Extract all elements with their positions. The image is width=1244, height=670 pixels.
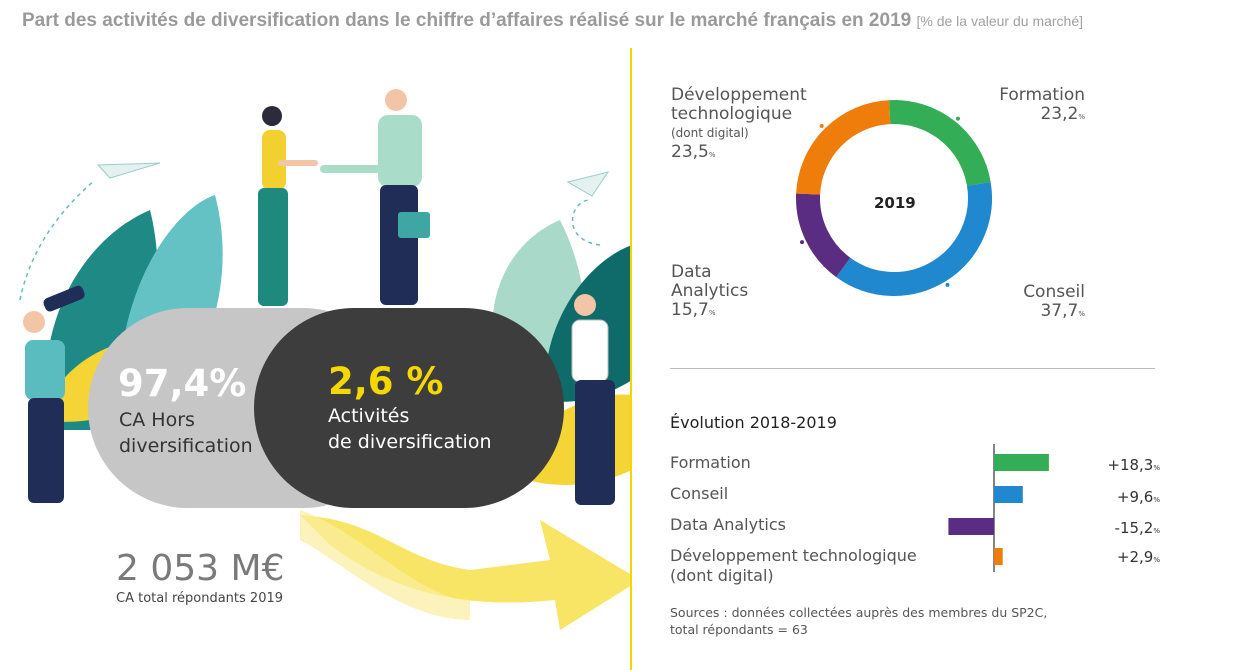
- data-label-line1: Data: [671, 262, 712, 282]
- title-text: Part des activités de diversification da…: [22, 10, 912, 31]
- donut-center-label: 2019: [874, 194, 916, 212]
- evo-bar-2: [948, 518, 994, 535]
- evo-value-dev-techno: +2,9%: [1070, 548, 1160, 566]
- evo-category-text: Data Analytics: [670, 515, 786, 534]
- dev-value: 23,5: [671, 142, 709, 162]
- title-unit: [% de la valeur du marché]: [916, 13, 1084, 29]
- hors-label-line1: CA Hors: [119, 409, 195, 431]
- donut-pointer-2: [800, 240, 805, 245]
- donut-pointer-3: [819, 124, 824, 129]
- conseil-value: 37,7: [1040, 301, 1079, 321]
- donut-label-data-analytics: Data Analytics 15,7%: [671, 263, 748, 323]
- evo-category-formation: Formation: [670, 453, 751, 473]
- evo-bar-0: [994, 454, 1049, 471]
- evo-value-text: +9,6: [1116, 488, 1154, 506]
- telescope-man-icon: [23, 285, 85, 503]
- pct-sign: %: [708, 151, 716, 159]
- donut-label-formation: Formation 23,2%: [960, 86, 1085, 127]
- dev-label-line1: Développement: [671, 85, 807, 105]
- man-figure-icon: [320, 89, 430, 305]
- section-separator: [670, 368, 1155, 369]
- pct-sign: %: [1153, 464, 1160, 472]
- evo-category-text: Développement technologique: [670, 546, 917, 565]
- diversification-value: 2,6 %: [328, 360, 444, 403]
- sources-line2: total répondants = 63: [670, 622, 808, 637]
- pct-sign: %: [1078, 113, 1085, 121]
- dashed-trail-icon: [571, 199, 601, 246]
- standing-person-icon: [571, 294, 615, 505]
- formation-label: Formation: [999, 85, 1085, 105]
- formation-value: 23,2: [1040, 104, 1079, 124]
- pct-sign: %: [1153, 556, 1160, 564]
- donut-slice-0: [889, 100, 991, 187]
- evo-category-dev-techno: Développement technologique (dont digita…: [670, 546, 917, 586]
- woman-figure-icon: [258, 106, 318, 306]
- diversif-label-line2: de diversification: [328, 431, 492, 453]
- donut-pointer-1: [945, 282, 950, 287]
- donut-slice-3: [796, 100, 891, 196]
- evo-category-conseil: Conseil: [670, 484, 728, 504]
- evo-value-text: -15,2: [1114, 519, 1154, 537]
- diversification-label: Activités de diversification: [328, 403, 492, 455]
- evo-value-conseil: +9,6%: [1070, 488, 1160, 506]
- vertical-divider: [630, 48, 632, 670]
- pct-sign: %: [1078, 310, 1085, 318]
- pct-sign: %: [708, 309, 716, 317]
- donut-slice-2: [796, 193, 851, 278]
- pct-sign: %: [1153, 527, 1160, 535]
- dark-pill: [254, 308, 564, 508]
- sources-line1: Sources : données collectées auprès des …: [670, 605, 1048, 620]
- paper-plane-icon: [566, 171, 610, 197]
- evo-category-text: Conseil: [670, 484, 729, 503]
- conseil-label: Conseil: [1023, 282, 1085, 302]
- hors-diversification-value: 97,4%: [118, 362, 247, 405]
- dashed-trail-icon: [19, 179, 96, 301]
- evo-category-data-analytics: Data Analytics: [670, 515, 786, 535]
- chart-title: Part des activités de diversification da…: [22, 10, 1083, 32]
- total-revenue-value: 2 053 M€: [116, 548, 285, 589]
- donut-label-conseil: Conseil 37,7%: [960, 283, 1085, 324]
- donut-chart: [796, 100, 992, 296]
- diversification-illustration: [19, 89, 630, 630]
- pct-sign: %: [1153, 496, 1160, 504]
- arrow-trail-icon: [300, 510, 470, 620]
- dev-label-line2: technologique: [671, 104, 793, 124]
- diversif-label-line1: Activités: [328, 405, 410, 427]
- yellow-arrow-icon: [300, 515, 630, 630]
- evolution-title: Évolution 2018-2019: [670, 413, 837, 432]
- hors-label-line2: diversification: [119, 435, 253, 457]
- donut-slice-1: [836, 181, 992, 296]
- donut-label-dev-techno: Développement technologique (dont digita…: [671, 86, 807, 165]
- evolution-bar-chart: [948, 444, 1049, 572]
- dev-label-line3: (dont digital): [671, 126, 749, 140]
- evo-bar-3: [994, 548, 1003, 565]
- total-revenue-label: CA total répondants 2019: [116, 591, 284, 606]
- sources-note: Sources : données collectées auprès des …: [670, 604, 1047, 638]
- paper-plane-icon: [96, 162, 161, 179]
- evo-value-text: +2,9: [1116, 548, 1154, 566]
- hors-diversification-label: CA Hors diversification: [119, 407, 253, 459]
- data-analytics-value: 15,7: [671, 300, 709, 320]
- evo-value-formation: +18,3%: [1070, 456, 1160, 474]
- evo-value-data-analytics: -15,2%: [1070, 519, 1160, 537]
- evo-category-text: (dont digital): [670, 566, 774, 585]
- briefcase-icon: [398, 212, 430, 238]
- data-label-line2: Analytics: [671, 281, 749, 301]
- evo-bar-1: [994, 486, 1023, 503]
- evo-value-text: +18,3: [1107, 456, 1154, 474]
- evo-category-text: Formation: [670, 453, 751, 472]
- donut-pointer-0: [955, 116, 960, 121]
